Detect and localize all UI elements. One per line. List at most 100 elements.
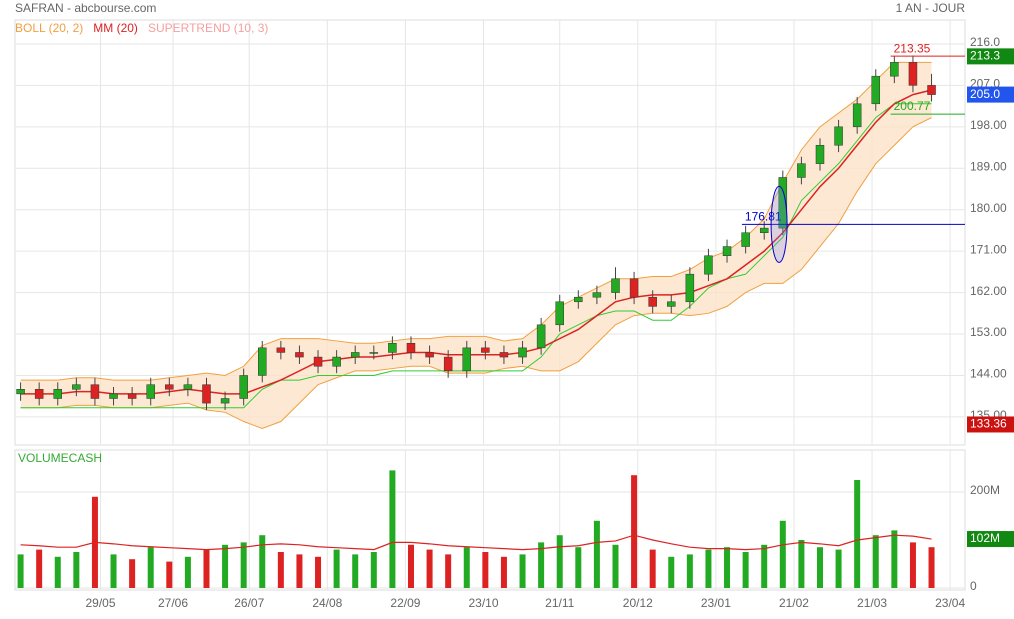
volume-bar <box>556 535 563 588</box>
volume-bar <box>519 554 526 588</box>
title: SAFRAN - abcbourse.com <box>15 1 156 15</box>
volume-bar <box>463 547 470 588</box>
volume-bar <box>742 552 749 588</box>
volume-bar <box>352 554 359 588</box>
candle-body <box>797 163 806 178</box>
volume-bar <box>593 520 600 588</box>
x-tick-label: 27/06 <box>158 596 188 610</box>
legend-entry: SUPERTREND (10, 3) <box>148 21 268 35</box>
candle-body <box>815 144 825 164</box>
y-tick-label: 153.00 <box>970 325 1007 339</box>
candle-body <box>16 389 25 395</box>
candle-body <box>406 342 416 353</box>
x-tick-label: 21/03 <box>857 596 887 610</box>
volume-bar <box>389 470 396 588</box>
candle-body <box>462 347 472 372</box>
candle-body <box>53 389 63 399</box>
candle-body <box>109 393 118 399</box>
volume-bar <box>259 535 266 588</box>
candle-body <box>722 246 732 257</box>
candle-body <box>183 384 193 390</box>
candle-body <box>555 301 564 326</box>
bollinger-lower <box>20 117 932 429</box>
y-tick-label: 144.00 <box>970 367 1007 381</box>
candle-body <box>146 384 155 399</box>
legend-entry: MM (20) <box>93 21 138 35</box>
volume-bar <box>835 549 842 588</box>
candle-body <box>443 356 453 372</box>
volume-bar <box>500 556 507 588</box>
y-tick-label: 200M <box>970 483 1000 497</box>
candle-body <box>685 273 695 303</box>
price-tag-label: 133.36 <box>970 417 1007 431</box>
level-label: 176.81 <box>745 210 782 224</box>
y-tick-label: 180.00 <box>970 201 1007 215</box>
candle-body <box>499 352 509 358</box>
volume-bar <box>222 544 229 588</box>
x-tick-label: 20/12 <box>623 596 653 610</box>
price-tag <box>967 86 1014 103</box>
volume-bar <box>705 549 712 588</box>
candle-body <box>852 103 862 128</box>
volume-bar <box>761 544 768 588</box>
volume-bar <box>110 554 117 588</box>
x-tick-label: 21/02 <box>779 596 809 610</box>
candle-body <box>890 62 899 77</box>
x-tick-label: 23/10 <box>468 596 498 610</box>
volume-bar <box>909 542 916 588</box>
supertrend-line <box>20 103 932 409</box>
volume-bar <box>203 549 210 588</box>
candle-body <box>927 85 936 95</box>
volume-bar <box>854 480 861 588</box>
volume-bar <box>296 554 303 588</box>
volume-tag <box>967 531 1014 548</box>
volume-bar <box>891 530 898 588</box>
volume-bar <box>538 542 545 588</box>
volume-bar <box>779 520 786 588</box>
volume-bar <box>816 547 823 588</box>
candle-body <box>536 324 546 349</box>
x-tick-label: 23/01 <box>701 596 731 610</box>
volume-bar <box>184 556 191 588</box>
volume-bar <box>649 549 656 588</box>
candle-body <box>258 347 267 376</box>
candle-body <box>741 232 750 247</box>
volume-bar <box>575 547 582 588</box>
volume-bar <box>370 552 377 588</box>
candle-body <box>350 352 360 358</box>
candle-body <box>239 375 248 399</box>
volume-frame <box>14 449 966 591</box>
candle-body <box>295 352 304 358</box>
candle-body <box>220 398 230 404</box>
volume-bar <box>668 556 675 588</box>
candle-body <box>388 342 397 353</box>
y-tick-label: 162.00 <box>970 284 1007 298</box>
volume-tag-label: 102M <box>970 531 1000 545</box>
volume-bar <box>686 554 693 588</box>
volume-bar <box>407 544 414 588</box>
x-tick-label: 23/04 <box>935 596 965 610</box>
price-tag <box>967 416 1014 433</box>
volume-bar <box>612 544 619 588</box>
volume-bar <box>17 554 24 588</box>
volume-bar <box>631 475 638 588</box>
volume-bar <box>315 556 322 588</box>
candle-body <box>611 278 620 293</box>
volume-bar <box>166 561 173 588</box>
candle-body <box>592 292 602 298</box>
candle-body <box>481 347 490 353</box>
moving-average <box>20 89 932 395</box>
y-tick-label: 198.00 <box>970 118 1007 132</box>
volume-bar <box>147 547 154 588</box>
volume-bar <box>73 552 80 588</box>
volume-bar <box>928 547 935 588</box>
price-tag <box>967 48 1014 65</box>
y-tick-label: 189.00 <box>970 159 1007 173</box>
volume-bar <box>724 547 731 588</box>
candle-body <box>127 393 137 399</box>
candle-body <box>629 278 639 298</box>
volume-bar <box>277 552 284 588</box>
volume-average <box>20 534 932 551</box>
volume-bar <box>872 535 879 588</box>
